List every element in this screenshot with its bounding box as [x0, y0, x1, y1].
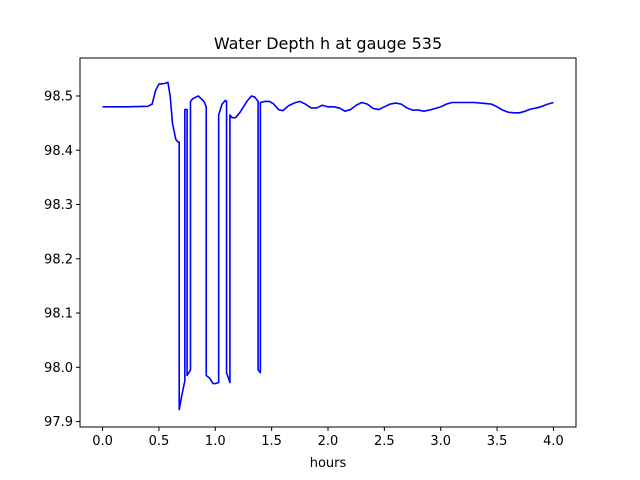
- y-tick-label: 98.0: [44, 361, 73, 376]
- plot-area: 0.0 0.5 1.0 1.5 2.0 2.5 3.0 3.5 4.0 97.9 98.0 98.1 9…: [44, 57, 577, 449]
- y-tick-label: 98.1: [44, 307, 73, 322]
- x-tick-label: 4.0: [543, 434, 564, 449]
- chart-title: Water Depth h at gauge 535: [214, 34, 442, 53]
- x-tick-label: 1.0: [205, 434, 226, 449]
- series-line-0: [102, 81, 554, 411]
- x-tick-label: 1.5: [261, 434, 282, 449]
- x-tick-label: 2.5: [374, 434, 395, 449]
- y-tick-label: 98.2: [44, 252, 73, 267]
- x-tick-label: 0.0: [92, 434, 113, 449]
- x-tick-label: 2.0: [318, 434, 339, 449]
- y-tick-label: 97.9: [44, 415, 73, 430]
- x-tick-label: 3.5: [487, 434, 508, 449]
- x-tick-label: 0.5: [149, 434, 170, 449]
- x-axis-label: hours: [310, 456, 347, 471]
- y-tick-label: 98.4: [44, 144, 73, 159]
- x-tick-label: 3.0: [430, 434, 451, 449]
- y-tick-label: 98.3: [44, 198, 73, 213]
- y-tick-label: 98.5: [44, 89, 73, 104]
